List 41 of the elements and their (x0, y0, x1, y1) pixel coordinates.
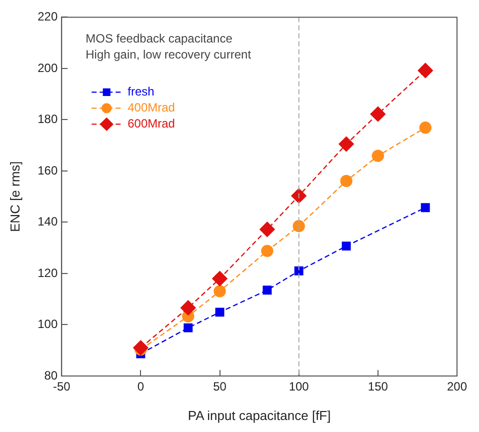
x-tick-label: 200 (446, 380, 468, 394)
point (215, 308, 224, 317)
y-axis-title: ENC [e rms] (7, 161, 22, 232)
point (212, 271, 228, 286)
point (260, 222, 275, 238)
point (372, 150, 384, 162)
point (261, 244, 274, 258)
point (262, 286, 272, 295)
y-tick-label: 120 (38, 266, 58, 280)
point (342, 242, 351, 251)
x-tick-label: 100 (288, 380, 310, 394)
y-tick-label: 140 (38, 214, 58, 229)
x-tick-label: 50 (213, 380, 227, 394)
legend-label: fresh (128, 84, 154, 99)
legend-label: 600Mrad (128, 116, 175, 131)
point (340, 174, 352, 188)
point (214, 285, 226, 298)
point (294, 266, 304, 276)
annotation: MOS feedback capacitance (86, 32, 233, 46)
point (184, 323, 193, 332)
x-axis-title: PA input capacitance [fF] (188, 408, 331, 423)
point (291, 188, 306, 204)
point (338, 136, 354, 152)
y-tick-label: 80 (44, 368, 58, 382)
y-tick-label: 160 (38, 163, 58, 178)
point (418, 62, 433, 78)
point (419, 122, 432, 134)
y-tick-label: 200 (38, 60, 58, 75)
point (292, 220, 305, 232)
x-tick-label: 150 (368, 380, 388, 394)
annotation: High gain, low recovery current (86, 48, 252, 62)
point (370, 106, 386, 122)
x-tick-label: 0 (137, 380, 144, 394)
y-tick-label: 220 (38, 10, 58, 24)
legend-label: 400Mrad (128, 100, 175, 115)
y-tick-label: 180 (38, 112, 58, 126)
point (420, 203, 430, 212)
point (180, 300, 196, 316)
point (133, 340, 148, 356)
x-tick-label: -50 (52, 380, 71, 394)
y-tick-label: 100 (38, 317, 58, 332)
